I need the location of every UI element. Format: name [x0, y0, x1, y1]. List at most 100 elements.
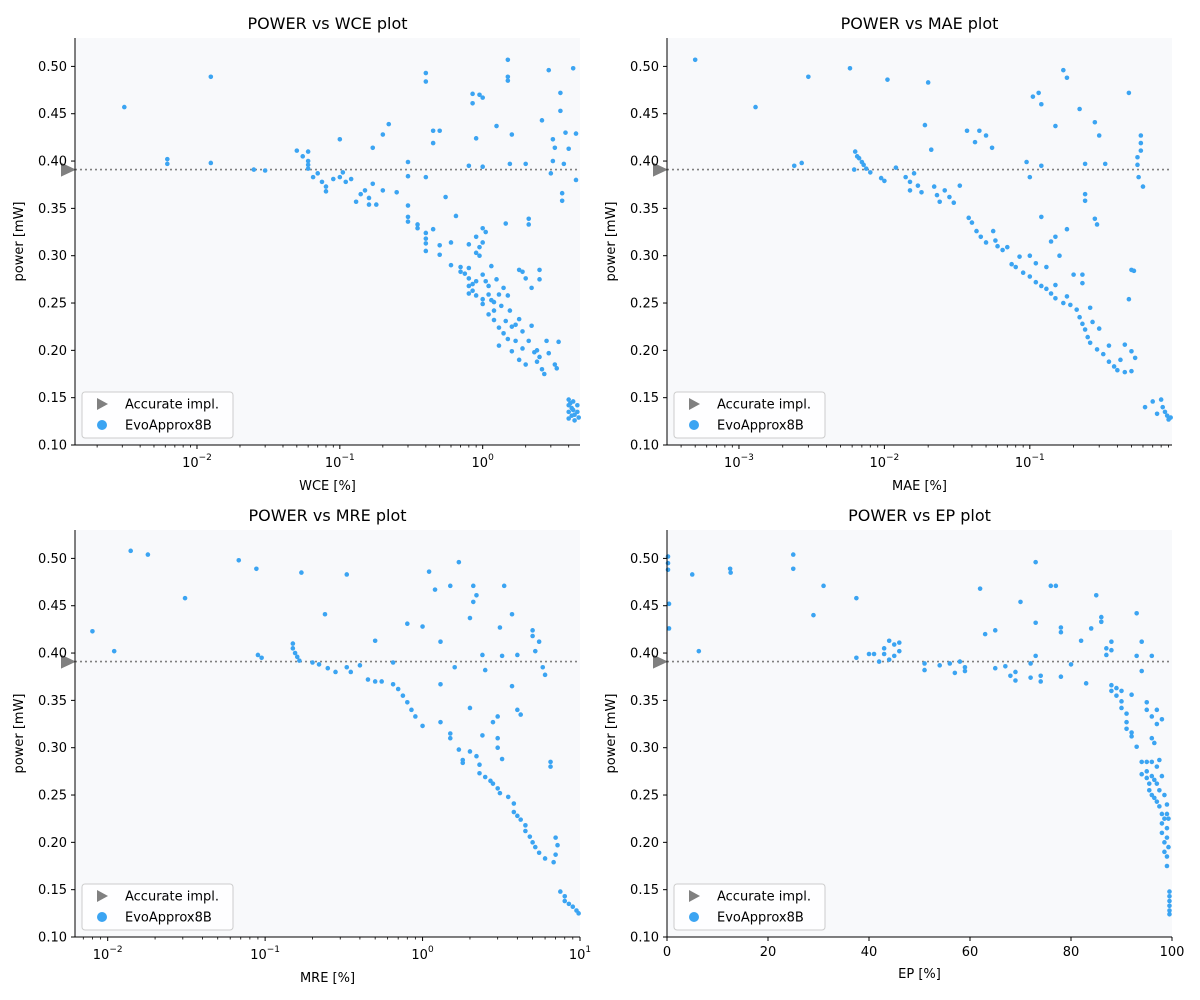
data-point	[499, 756, 505, 762]
data-point	[1082, 327, 1088, 332]
y-tick-label: 0.30	[38, 249, 67, 264]
data-point	[1064, 75, 1070, 81]
data-point	[1033, 559, 1038, 565]
data-point	[251, 167, 257, 172]
y-tick-label: 0.35	[38, 202, 67, 217]
data-point	[548, 759, 553, 765]
x-tick-label: 10−1	[1015, 453, 1045, 471]
data-point	[516, 267, 522, 273]
data-point	[182, 595, 188, 601]
data-point	[1077, 106, 1082, 112]
data-point	[477, 253, 482, 258]
data-point	[922, 122, 928, 128]
data-point	[964, 128, 970, 134]
y-tick-label: 0.50	[38, 552, 67, 567]
data-point	[473, 136, 479, 141]
data-point	[437, 128, 442, 134]
data-point	[1152, 740, 1157, 746]
data-point	[1058, 629, 1064, 635]
data-point	[145, 552, 151, 557]
data-point	[467, 749, 473, 754]
y-tick-label: 0.40	[630, 647, 659, 662]
data-point	[1134, 653, 1139, 659]
data-point	[432, 587, 438, 592]
data-point	[499, 653, 505, 659]
data-point	[520, 329, 525, 334]
data-point	[1124, 719, 1129, 725]
data-point	[575, 402, 580, 408]
legend: Accurate impl. EvoApprox8B	[81, 391, 234, 439]
data-point	[509, 683, 515, 689]
data-point	[462, 271, 468, 276]
data-point	[499, 303, 504, 309]
data-point	[333, 669, 338, 675]
data-point	[561, 161, 567, 167]
data-point	[957, 183, 963, 188]
data-point	[886, 638, 892, 644]
data-point	[292, 650, 298, 656]
data-point	[523, 362, 528, 367]
data-point	[505, 794, 511, 800]
accurate-impl-marker	[61, 654, 76, 669]
legend-marker-evoapprox	[97, 912, 107, 922]
data-point	[1030, 94, 1036, 99]
data-point	[509, 348, 515, 354]
data-point	[1053, 234, 1058, 240]
data-point	[1099, 619, 1104, 625]
data-point	[530, 840, 535, 845]
data-point	[563, 130, 568, 135]
data-point	[881, 646, 887, 651]
data-point	[1115, 367, 1120, 373]
data-point	[507, 308, 513, 313]
data-point	[1119, 699, 1124, 704]
data-point	[379, 679, 384, 684]
data-point	[852, 149, 858, 154]
data-point	[546, 350, 552, 356]
data-point	[1096, 133, 1102, 138]
data-point	[1158, 397, 1164, 402]
data-point	[550, 136, 556, 142]
data-point	[542, 672, 548, 678]
data-point	[1154, 411, 1160, 417]
data-point	[573, 177, 579, 183]
y-axis-label: power [mW]	[604, 202, 619, 282]
y-tick-label: 0.40	[630, 155, 659, 170]
data-point	[448, 240, 454, 245]
x-axis-label: WCE [%]	[299, 479, 356, 494]
data-point	[128, 548, 133, 554]
data-point	[255, 652, 261, 658]
data-point	[559, 190, 565, 196]
data-point	[496, 343, 502, 348]
y-tick-label: 0.45	[38, 599, 67, 614]
legend-box	[81, 391, 234, 439]
data-point	[553, 835, 558, 840]
data-point	[1009, 261, 1014, 267]
data-point	[448, 262, 454, 268]
data-point	[753, 104, 758, 110]
data-point	[548, 171, 554, 176]
data-point	[405, 173, 411, 179]
data-point	[1157, 804, 1162, 809]
data-point	[1159, 821, 1165, 826]
data-point	[529, 323, 534, 329]
data-point	[523, 276, 528, 281]
data-point	[1087, 305, 1093, 311]
legend: Accurate impl. EvoApprox8B	[81, 883, 234, 931]
data-point	[305, 166, 311, 171]
data-point	[1164, 835, 1170, 840]
data-point	[1080, 321, 1085, 327]
y-tick-label: 0.45	[630, 599, 659, 614]
data-point	[572, 418, 577, 423]
data-point	[456, 747, 462, 752]
data-point	[1099, 614, 1104, 620]
data-point	[863, 166, 869, 171]
data-point	[452, 664, 457, 670]
data-point	[527, 834, 533, 839]
data-point	[460, 760, 466, 766]
data-point	[497, 790, 503, 796]
accurate-impl-marker	[653, 162, 668, 177]
legend-box	[673, 883, 826, 931]
data-point	[962, 668, 968, 674]
data-point	[480, 272, 485, 277]
data-point	[466, 242, 472, 247]
